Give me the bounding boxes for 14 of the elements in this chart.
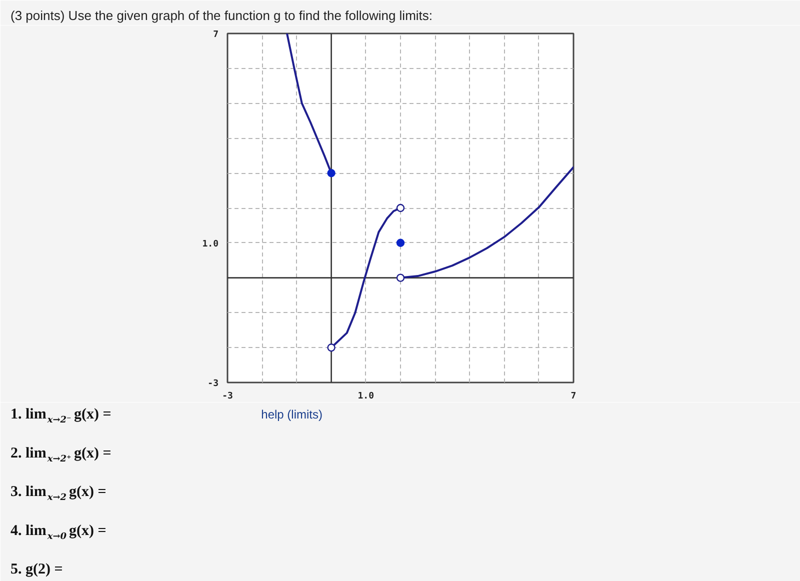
chart-title: (3 points) Use the given graph of the function g to find the following limits: [10,8,433,23]
text: 5. g(2) = [10,562,63,578]
point [396,274,405,282]
x-tick-label: -3 [222,392,233,402]
point [396,204,405,212]
y-tick-label: -3 [208,379,219,389]
y-tick-label: 1.0 [202,239,219,250]
text: help (limits) [261,408,322,422]
point [327,169,336,178]
x-tick-label: 1.0 [358,392,374,402]
point [396,238,405,247]
y-tick-label: 7 [213,30,219,40]
x-tick-label: 7 [570,392,576,402]
point [327,344,336,352]
